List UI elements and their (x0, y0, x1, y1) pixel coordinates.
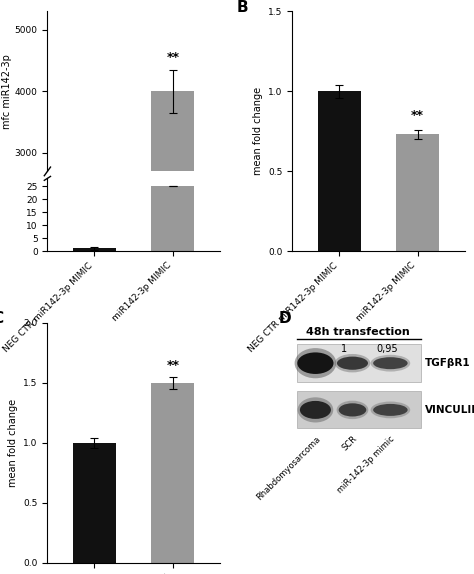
Ellipse shape (337, 401, 368, 419)
Ellipse shape (371, 402, 410, 418)
Bar (151, 383, 194, 563)
Text: **: ** (166, 359, 179, 372)
Bar (73, 443, 116, 563)
Ellipse shape (373, 404, 408, 416)
Text: Rhabdomyosarcoma: Rhabdomyosarcoma (255, 435, 322, 502)
Y-axis label: mfc miR142-3p: mfc miR142-3p (2, 54, 12, 129)
Ellipse shape (371, 355, 410, 371)
Text: SCR: SCR (340, 435, 359, 453)
Ellipse shape (300, 401, 331, 419)
Bar (396, 134, 439, 251)
Ellipse shape (339, 404, 366, 417)
Bar (151, 186, 194, 251)
Bar (297, 391, 421, 428)
Ellipse shape (337, 356, 368, 370)
Ellipse shape (373, 357, 408, 369)
Bar (151, 91, 194, 338)
Text: **: ** (166, 51, 179, 64)
Y-axis label: mean fold change: mean fold change (253, 87, 263, 175)
Bar (297, 344, 421, 382)
Text: 48h transfection: 48h transfection (306, 327, 410, 336)
Ellipse shape (335, 354, 370, 373)
Text: D: D (278, 311, 291, 326)
Ellipse shape (297, 352, 334, 374)
Bar (73, 249, 116, 251)
Bar (318, 91, 361, 251)
Ellipse shape (298, 397, 333, 422)
Text: miR-142-3p mimic: miR-142-3p mimic (336, 435, 397, 495)
Text: B: B (237, 0, 249, 14)
Text: **: ** (411, 108, 424, 122)
Ellipse shape (295, 348, 336, 378)
Text: 1: 1 (341, 344, 347, 355)
Text: 0,95: 0,95 (376, 344, 398, 355)
Text: TGFβR1: TGFβR1 (425, 358, 471, 368)
Text: VINCULINE: VINCULINE (425, 405, 474, 415)
Y-axis label: mean fold change: mean fold change (8, 399, 18, 487)
Text: C: C (0, 311, 3, 326)
